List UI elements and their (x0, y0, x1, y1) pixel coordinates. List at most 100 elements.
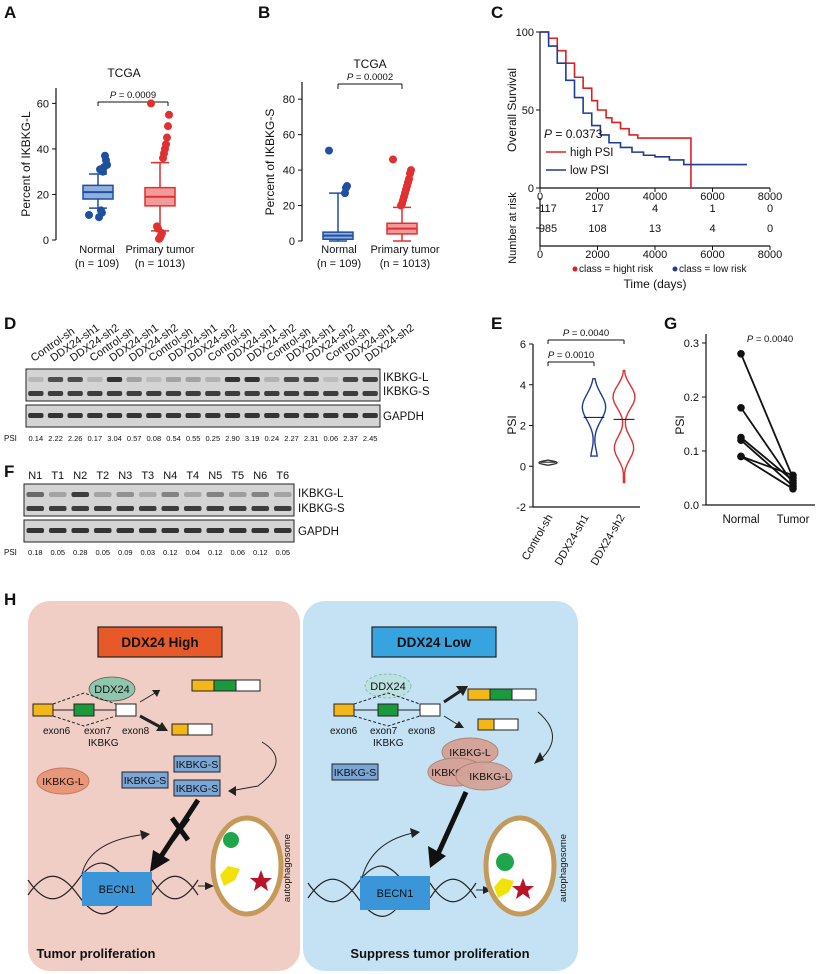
psi-value: 0.06 (230, 548, 245, 557)
lane-label: N6 (253, 470, 267, 482)
panel-d-gel-gapdh (25, 404, 381, 428)
risk-low-value: 0 (767, 223, 773, 235)
panel-f-band-gapdh: GAPDH (298, 526, 339, 538)
ytick-label-a: 60 (37, 98, 49, 110)
lane-label: T5 (231, 470, 244, 482)
band-s (251, 506, 270, 511)
band-gapdh (71, 528, 90, 533)
psi-value: 0.17 (88, 434, 103, 443)
h-right-exon7-label: exon7 (370, 726, 398, 737)
outlier-point (159, 154, 167, 163)
panel-b-group2: Primary tumor (370, 244, 439, 256)
h-right-title-box (371, 626, 497, 658)
lane-label: N3 (118, 470, 132, 482)
km-curve-low-PSI (540, 31, 747, 166)
panel-f-band-l: IKBKG-L (298, 488, 344, 500)
panel-a-group1: Normal (79, 244, 114, 256)
km-curve-high-PSI (540, 31, 692, 188)
band-l (67, 377, 83, 382)
h-right-ddx24-label: DDX24 (370, 681, 405, 693)
panel-c-pvalue: P = 0.0373 (544, 127, 603, 141)
psi-value: 0.25 (206, 434, 221, 443)
band-l (183, 492, 202, 497)
h-right-l-label3: IKBKG-L (469, 771, 511, 783)
psi-value: 2.31 (304, 434, 319, 443)
band-l (161, 492, 180, 497)
h-right-gene-label: IKBKG (373, 738, 404, 749)
panel-f-gel-gapdh (23, 519, 295, 543)
h-left-becn1-label: BECN1 (99, 884, 136, 896)
band-gapdh (87, 413, 103, 418)
outlier-point (325, 146, 333, 155)
band-s (28, 391, 44, 396)
psi-value: 0.03 (140, 548, 155, 557)
panel-letter-b: B (258, 3, 270, 22)
h-left-l-ellipse (36, 767, 90, 795)
lane-label: T6 (276, 470, 289, 482)
panel-c-risk-legend-high: class = hight risk (579, 264, 654, 275)
risk-low-value: 13 (649, 223, 661, 235)
lane-label: N5 (208, 470, 222, 482)
risk-xtick-label: 2000 (585, 249, 609, 261)
violin-DDX24-sh2 (612, 369, 636, 484)
ytick-label-b: 80 (283, 94, 295, 106)
h-left-s-box3 (173, 779, 221, 797)
pair-line (740, 455, 794, 477)
band-l (251, 492, 270, 497)
band-s (116, 506, 135, 511)
band-s (264, 391, 280, 396)
panel-f-psi-label: PSI (4, 548, 17, 557)
band-s (206, 506, 225, 511)
psi-value: 2.27 (284, 434, 299, 443)
band-l (185, 377, 201, 382)
ytick-label-e: -2 (516, 502, 526, 514)
band-gapdh (303, 413, 319, 418)
violin-Control-sh (538, 459, 558, 466)
panel-c-xlabel: Time (days) (624, 277, 687, 291)
outlier-point (165, 110, 173, 119)
panel-e-group3: DDX24-sh2 (589, 513, 628, 568)
band-gapdh (67, 413, 83, 418)
band-gapdh (205, 413, 221, 418)
band-l (206, 492, 225, 497)
band-s (138, 506, 157, 511)
band-l (303, 377, 319, 382)
h-right-exon6-label: exon6 (330, 726, 358, 737)
ytick-label-a: 20 (37, 189, 49, 201)
band-gapdh (342, 413, 359, 418)
band-gapdh (28, 413, 44, 418)
panel-e-ylabel: PSI (505, 415, 519, 434)
panel-c-legend-low: low PSI (570, 165, 609, 177)
outlier-point (341, 189, 349, 198)
band-s (303, 391, 319, 396)
band-gapdh (185, 413, 201, 418)
outlier-point (96, 165, 104, 174)
psi-value: 0.12 (253, 548, 268, 557)
band-gapdh (161, 528, 180, 533)
ytick-label-b: 20 (283, 201, 295, 213)
band-gapdh (283, 413, 300, 418)
psi-value: 2.45 (363, 434, 378, 443)
band-gapdh (224, 413, 241, 418)
h-right-title: DDX24 Low (397, 635, 472, 650)
ytick-label-g: 0.2 (684, 392, 699, 404)
band-s (183, 506, 202, 511)
outlier-point (147, 99, 155, 108)
psi-value: 2.90 (225, 434, 240, 443)
h-left-autophagosome-label: autophagosome (282, 834, 293, 902)
xtick-label-c: 8000 (758, 191, 782, 203)
panel-b-pvalue: P = 0.0002 (347, 72, 393, 83)
panel-f-band-s: IKBKG-S (298, 503, 345, 515)
band-l (26, 492, 45, 497)
psi-value: 0.05 (50, 548, 65, 557)
band-s (106, 391, 123, 396)
panel-a-group2: Primary tumor (125, 244, 194, 256)
psi-value: 0.28 (73, 548, 88, 557)
outlier-point (85, 210, 93, 219)
band-s (244, 391, 260, 396)
outlier-point (97, 206, 105, 215)
h-right-exon8-label: exon8 (408, 726, 436, 737)
band-gapdh (138, 528, 157, 533)
psi-value: 0.08 (147, 434, 162, 443)
band-l (244, 377, 260, 382)
